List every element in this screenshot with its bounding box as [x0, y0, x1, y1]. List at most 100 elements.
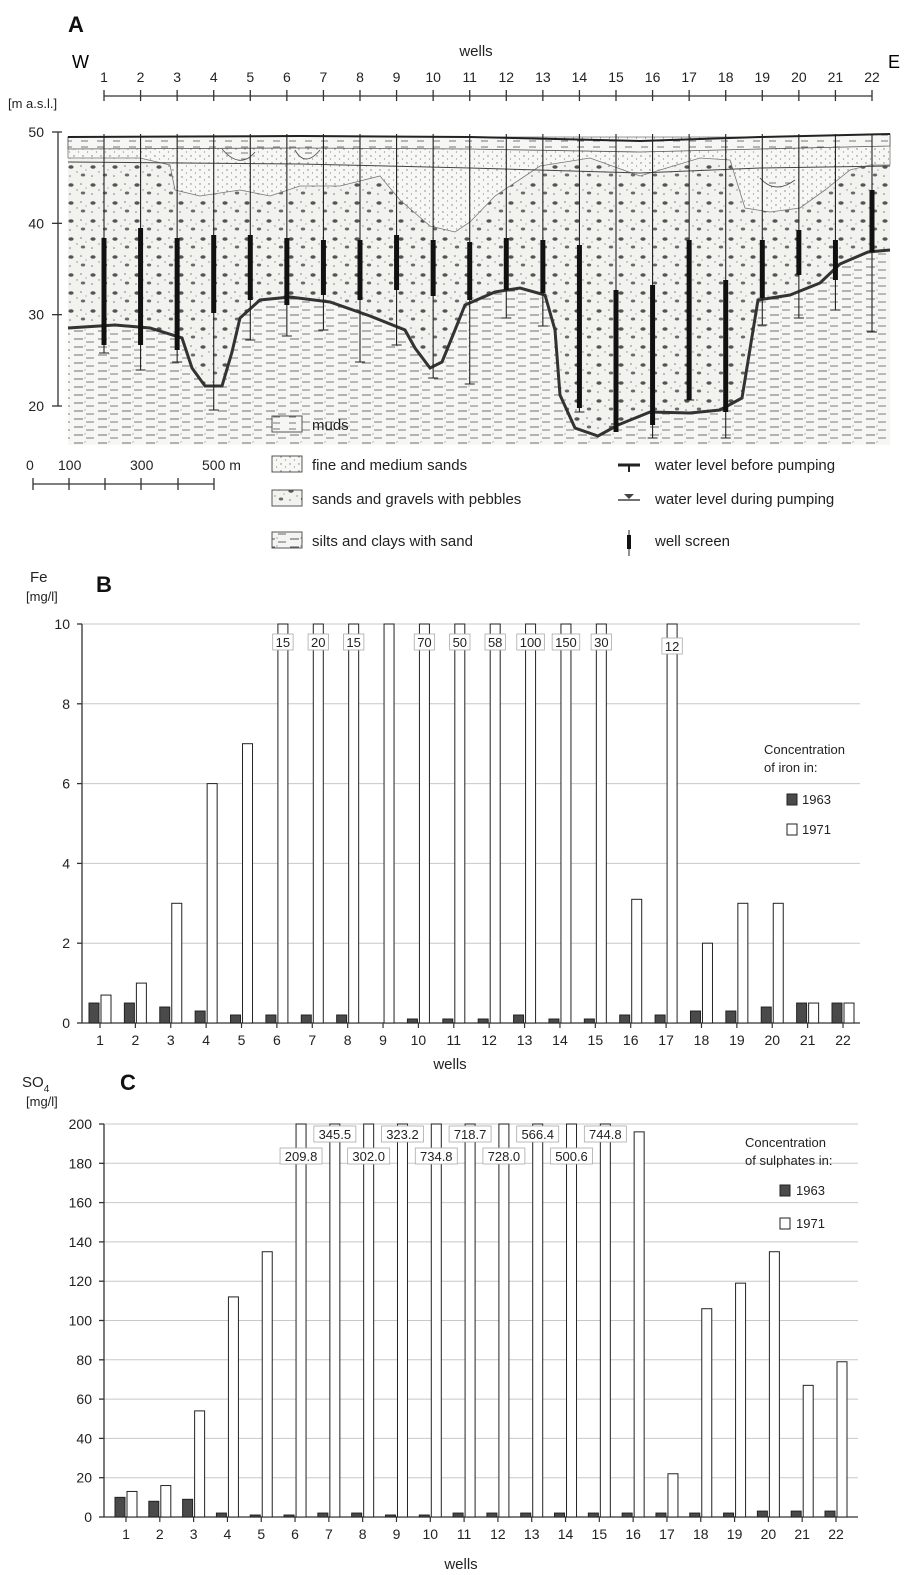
fe-bar-1971-well-6	[277, 623, 289, 1024]
so4-axis-unit: [mg/l]	[26, 1094, 58, 1109]
fe-x-label-11: 11	[447, 1032, 462, 1048]
fe-off-scale-label-15: 30	[594, 635, 608, 650]
so4-off-scale-label-14: 500.6	[555, 1149, 588, 1164]
so4-bar-1963-well-6	[283, 1514, 295, 1518]
panel-a-cross-section: A W E wells 1 2 3 4 5 6 7 8 9 10 11 12 13 14 15 16 17 18 1…	[8, 12, 900, 556]
water-level-before-icon	[618, 463, 640, 472]
fe-off-scale-box-17	[661, 637, 683, 655]
well-screen-7	[320, 240, 326, 295]
so4-off-scale-box-14	[550, 1147, 593, 1165]
so4-y-label-120: 120	[69, 1273, 93, 1289]
legend-swatch-gravels	[271, 489, 303, 507]
well-11	[464, 134, 475, 385]
so4-off-scale-label-7: 345.5	[319, 1127, 352, 1142]
so4-x-label-15: 15	[592, 1526, 608, 1542]
well-3	[172, 134, 183, 363]
wells-group	[99, 134, 877, 439]
so4-bar-1971-well-17	[667, 1473, 679, 1518]
so4-bar-1971-well-4	[227, 1296, 239, 1518]
fe-bar-1971-well-18	[701, 942, 713, 1024]
so4-bar-1963-well-18	[689, 1512, 701, 1518]
so4-bar-1963-well-7	[317, 1512, 329, 1518]
so4-off-scale-box-9	[381, 1125, 424, 1143]
legend-label-gravels: sands and gravels with pebbles	[312, 491, 521, 508]
fe-bar-1971-well-2	[135, 982, 147, 1024]
so4-x-label-5: 5	[257, 1526, 265, 1542]
fe-off-scale-label-12: 58	[488, 635, 502, 650]
scale-label-500: 500 m	[202, 457, 241, 473]
fe-legend-title-1: Concentration	[764, 742, 845, 757]
so4-x-label-7: 7	[325, 1526, 333, 1542]
well-16	[647, 134, 658, 439]
so4-bar-1971-well-20	[768, 1251, 780, 1518]
well-screen-16	[650, 285, 656, 425]
fine-sands-upper-zone	[67, 136, 891, 233]
well-18	[720, 134, 731, 439]
so4-y-label-180: 180	[69, 1155, 93, 1171]
fe-x-label-21: 21	[800, 1032, 816, 1048]
so4-y-label-100: 100	[69, 1313, 93, 1329]
scale-label-300: 300	[130, 457, 154, 473]
fe-x-label-2: 2	[131, 1032, 139, 1048]
well-9	[391, 134, 402, 346]
fe-x-label-4: 4	[202, 1032, 210, 1048]
so4-off-scale-label-10: 734.8	[420, 1149, 453, 1164]
fe-x-label-5: 5	[238, 1032, 246, 1048]
so4-bars: 209.8345.5302.0323.2734.8718.7728.0566.4…	[114, 1123, 848, 1518]
so4-y-label-140: 140	[69, 1234, 93, 1250]
fe-off-scale-label-17: 12	[665, 639, 679, 654]
fe-y-label-0: 0	[62, 1015, 70, 1031]
so4-y-label-80: 80	[76, 1352, 92, 1368]
fe-y-label-6: 6	[62, 776, 70, 792]
fe-bar-1971-well-21	[808, 1002, 820, 1024]
so4-bar-1963-well-14	[554, 1512, 566, 1518]
so4-legend-label-1963: 1963	[796, 1183, 825, 1198]
fe-off-scale-label-13: 100	[520, 635, 542, 650]
bedrock-boundary-line	[67, 248, 891, 438]
so4-x-label-21: 21	[794, 1526, 810, 1542]
well-screen-5	[247, 235, 253, 300]
so4-bar-1971-well-10	[430, 1123, 442, 1518]
fe-x-label-17: 17	[658, 1032, 674, 1048]
well-screen-17	[686, 240, 692, 400]
so4-bar-1963-well-13	[520, 1512, 532, 1518]
fe-x-label-19: 19	[729, 1032, 745, 1048]
so4-bar-1971-well-13	[532, 1123, 544, 1518]
so4-bar-1963-well-3	[182, 1498, 194, 1518]
fe-legend-label-1971: 1971	[802, 822, 831, 837]
so4-x-label-22: 22	[828, 1526, 844, 1542]
so4-x-label-17: 17	[659, 1526, 675, 1542]
fe-bar-1963-well-3	[159, 1006, 171, 1024]
fe-bar-1963-well-13	[513, 1014, 525, 1024]
fe-off-scale-label-10: 70	[417, 635, 431, 650]
fe-bar-1963-well-7	[300, 1014, 312, 1024]
well-number-2: 2	[137, 69, 145, 85]
so4-bar-1971-well-3	[194, 1410, 206, 1518]
so4-off-scale-box-11	[448, 1125, 492, 1143]
so4-bar-1963-well-2	[148, 1500, 160, 1518]
wells-axis-ticks: 1 2 3 4 5 6 7 8 9 10 11 12 13 14 15 16 17 18 19 20 21 22	[100, 69, 880, 101]
fe-x-label-10: 10	[411, 1032, 427, 1048]
well-screen-13	[540, 240, 546, 293]
so4-x-label-14: 14	[558, 1526, 574, 1542]
well-screen-14	[576, 245, 582, 408]
fe-x-label-22: 22	[835, 1032, 851, 1048]
well-21	[830, 134, 841, 311]
fe-off-scale-box-7	[307, 633, 329, 651]
well-number-20: 20	[791, 69, 807, 85]
fe-off-scale-label-11: 50	[453, 635, 467, 650]
fe-x-axis-label: wells	[432, 1056, 466, 1073]
well-number-17: 17	[681, 69, 697, 85]
so4-x-label-16: 16	[625, 1526, 641, 1542]
fe-bar-1963-well-17	[654, 1014, 666, 1024]
well-number-12: 12	[498, 69, 514, 85]
fe-off-scale-label-14: 150	[555, 635, 577, 650]
fe-x-label-13: 13	[517, 1032, 533, 1048]
well-screen-10	[430, 240, 436, 296]
fe-y-label-10: 10	[54, 616, 70, 632]
so4-y-label-0: 0	[84, 1509, 92, 1525]
fe-bar-1963-well-19	[725, 1010, 737, 1024]
fe-x-label-8: 8	[344, 1032, 352, 1048]
well-number-14: 14	[572, 69, 588, 85]
well-number-22: 22	[864, 69, 880, 85]
